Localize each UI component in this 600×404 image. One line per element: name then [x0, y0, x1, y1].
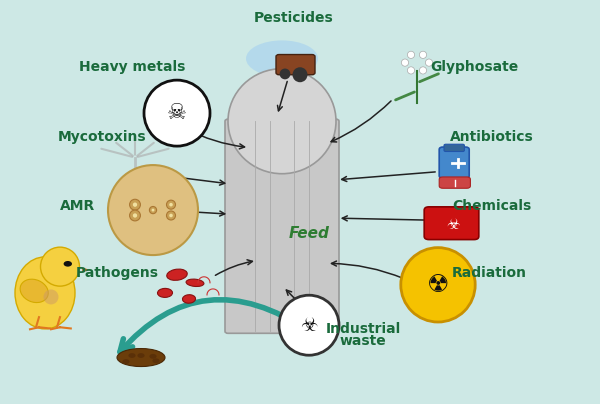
Ellipse shape	[228, 69, 336, 174]
Ellipse shape	[152, 208, 154, 212]
Ellipse shape	[246, 40, 318, 77]
Ellipse shape	[167, 200, 176, 209]
Ellipse shape	[401, 248, 475, 322]
Ellipse shape	[128, 353, 136, 358]
Text: ☢: ☢	[427, 273, 449, 297]
Ellipse shape	[122, 359, 130, 364]
Text: Feed: Feed	[289, 226, 329, 241]
Ellipse shape	[419, 67, 427, 74]
FancyArrowPatch shape	[419, 74, 439, 82]
Text: Pathogens: Pathogens	[76, 266, 158, 280]
FancyBboxPatch shape	[439, 177, 470, 188]
Ellipse shape	[407, 67, 415, 74]
Ellipse shape	[108, 165, 198, 255]
Circle shape	[64, 261, 72, 267]
Text: Heavy metals: Heavy metals	[79, 60, 185, 74]
Ellipse shape	[167, 211, 176, 220]
Ellipse shape	[158, 288, 172, 297]
FancyBboxPatch shape	[444, 144, 464, 152]
Ellipse shape	[149, 354, 157, 359]
Ellipse shape	[133, 213, 137, 218]
Ellipse shape	[137, 353, 145, 358]
Ellipse shape	[280, 69, 290, 79]
Ellipse shape	[279, 295, 339, 355]
Text: Glyphosate: Glyphosate	[430, 60, 518, 74]
Ellipse shape	[130, 199, 140, 210]
FancyBboxPatch shape	[439, 147, 469, 178]
Ellipse shape	[293, 67, 308, 82]
Polygon shape	[82, 267, 90, 272]
Text: ☣: ☣	[446, 217, 460, 232]
FancyBboxPatch shape	[225, 119, 339, 333]
Text: Radiation: Radiation	[451, 266, 527, 280]
Text: Antibiotics: Antibiotics	[450, 130, 534, 144]
Text: Chemicals: Chemicals	[452, 199, 532, 213]
Text: ☠: ☠	[167, 103, 187, 123]
Ellipse shape	[419, 51, 427, 59]
Ellipse shape	[20, 279, 48, 303]
Ellipse shape	[425, 59, 433, 66]
Ellipse shape	[130, 210, 140, 221]
Text: Mycotoxins: Mycotoxins	[58, 130, 146, 144]
Ellipse shape	[41, 247, 79, 286]
Ellipse shape	[169, 203, 173, 206]
Ellipse shape	[167, 269, 187, 280]
Ellipse shape	[152, 358, 160, 363]
Ellipse shape	[15, 257, 75, 329]
Text: ☣: ☣	[300, 316, 318, 335]
Ellipse shape	[407, 51, 415, 59]
Ellipse shape	[144, 80, 210, 146]
Ellipse shape	[401, 59, 409, 66]
Text: AMR: AMR	[61, 199, 95, 213]
Ellipse shape	[43, 289, 59, 305]
Text: Industrial: Industrial	[325, 322, 401, 336]
Ellipse shape	[182, 295, 196, 303]
Text: waste: waste	[340, 335, 386, 348]
FancyBboxPatch shape	[276, 55, 315, 75]
Text: Pesticides: Pesticides	[254, 11, 334, 25]
FancyBboxPatch shape	[424, 207, 479, 240]
FancyArrowPatch shape	[395, 92, 415, 100]
Ellipse shape	[186, 279, 204, 286]
Ellipse shape	[133, 202, 137, 207]
Ellipse shape	[169, 214, 173, 217]
Ellipse shape	[117, 349, 165, 366]
Ellipse shape	[149, 206, 157, 214]
